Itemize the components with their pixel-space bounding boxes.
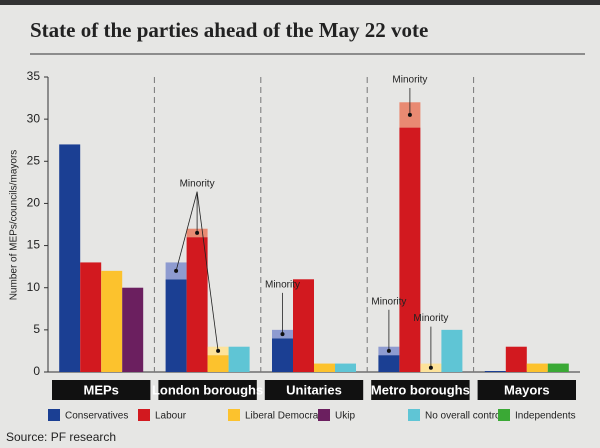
callout-dot [386,348,391,353]
y-tick-label: 25 [27,153,41,167]
bar [272,338,293,372]
source: Source: PF research [6,430,116,444]
bar [122,287,144,372]
y-tick-label: 15 [27,238,41,252]
callout-dot [280,332,285,337]
annotation: Minority [413,313,448,324]
bar [80,262,102,372]
category-label: Unitaries [286,382,342,397]
y-axis-label: Number of MEPs/councils/mayors [9,150,20,301]
callout-dot [216,348,221,353]
annotation: Minority [180,178,215,189]
legend-label: Independents [515,411,576,422]
y-tick-label: 5 [33,322,40,336]
legend-label: Conservatives [65,411,128,422]
y-tick-label: 35 [27,69,41,83]
bar [526,363,548,372]
legend-swatch [498,409,510,421]
legend-swatch [318,409,330,421]
legend-label: Ukip [335,411,355,422]
category-box [264,380,364,400]
annotation: Minority [371,296,406,307]
category-label: MEPs [83,382,118,397]
category-box [371,380,470,400]
bar [441,329,463,372]
bar [314,363,335,372]
callout-dot [195,230,200,235]
legend-swatch [228,409,240,421]
y-tick-label: 0 [33,364,40,378]
callout-line [196,191,219,351]
bar [228,346,250,372]
bar [207,355,229,372]
bar [484,371,506,372]
annotation: Minority [392,75,427,86]
legend-swatch [408,409,420,421]
bar [378,355,400,372]
category-box [477,380,576,400]
callout-dot [407,112,412,117]
y-tick-label: 30 [27,111,41,125]
y-tick-label: 20 [27,196,41,210]
chart-title: State of the parties ahead of the May 22… [30,18,428,42]
category-label: Metro boroughs [371,382,470,397]
callout-dot [174,268,179,273]
annotation: Minority [265,279,300,290]
legend-label: Labour [155,411,187,422]
bar [547,363,569,372]
bar [165,279,187,372]
category-box [158,380,257,400]
category-label: Mayors [504,382,550,397]
callout-dot [428,365,433,370]
callout-line [175,191,198,271]
bar [505,346,527,372]
category-label: London boroughs [152,382,263,397]
y-tick-label: 10 [27,280,41,294]
bar [101,270,123,372]
legend-swatch [138,409,150,421]
legend-label: Liberal Democrats [245,411,326,422]
bar [399,127,421,372]
legend-swatch [48,409,60,421]
bar [59,144,81,372]
bar [186,237,208,372]
bar [293,279,314,372]
category-box [52,380,151,400]
top-rule [0,0,600,5]
legend-label: No overall control [425,411,503,422]
bar [335,363,356,372]
